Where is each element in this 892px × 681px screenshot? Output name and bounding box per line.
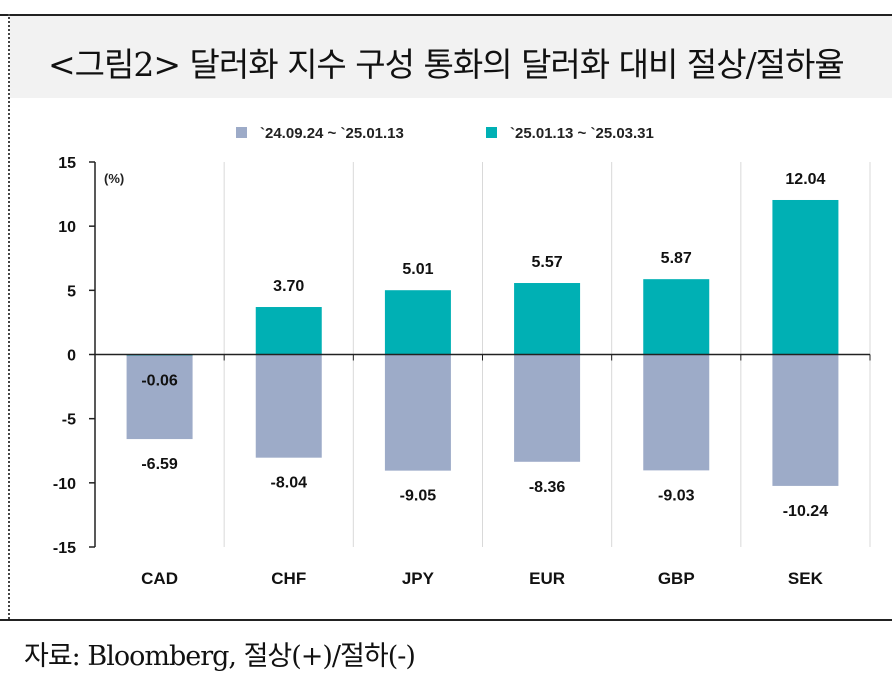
x-tick-label-sek: SEK [788, 569, 824, 588]
value-label-sek-series2: 12.04 [785, 171, 825, 188]
legend-label-1: `24.09.24 ~ `25.01.13 [260, 125, 404, 142]
y-tick-label: 0 [67, 348, 76, 365]
title-bar [10, 16, 892, 98]
x-tick-label-gbp: GBP [658, 569, 695, 588]
value-label-eur-series1: -8.36 [529, 479, 566, 496]
bar-gbp-series2 [643, 279, 710, 355]
legend-swatch-1 [236, 127, 247, 138]
frame-top-border [0, 14, 892, 16]
y-tick-label: -5 [62, 412, 76, 429]
value-label-jpy-series2: 5.01 [402, 261, 433, 278]
value-label-chf-series1: -8.04 [271, 475, 308, 492]
y-tick-label: -10 [53, 476, 76, 493]
value-label-chf-series2: 3.70 [273, 278, 304, 295]
value-label-gbp-series2: 5.87 [661, 250, 692, 267]
y-axis-unit-label: (%) [104, 171, 124, 186]
y-tick-label: -15 [53, 540, 76, 557]
value-label-cad-series2: -0.06 [141, 373, 178, 390]
value-label-jpy-series1: -9.05 [400, 488, 437, 505]
bar-jpy-series2 [384, 290, 451, 355]
x-tick-label-jpy: JPY [402, 569, 435, 588]
bar-eur-series1 [514, 354, 581, 462]
y-tick-label: 15 [58, 155, 76, 172]
y-tick-label: 5 [67, 283, 76, 300]
y-tick-label: 10 [58, 219, 76, 236]
x-tick-label-cad: CAD [141, 569, 178, 588]
value-labels: -6.59 -0.06 -8.04 3.70 -9.05 5.01 -8.36 5.57 -9.… [141, 171, 828, 520]
x-tick-label-chf: CHF [271, 569, 306, 588]
bar-chf-series1 [255, 354, 322, 458]
legend-swatch-2 [486, 127, 497, 138]
source-note: 자료: Bloomberg, 절상(+)/절하(-) [24, 641, 416, 672]
bars [126, 199, 839, 486]
bar-sek-series1 [772, 354, 839, 486]
bar-cad-series1 [126, 354, 193, 440]
bar-chf-series2 [255, 307, 322, 355]
value-label-eur-series2: 5.57 [532, 254, 563, 271]
value-label-sek-series1: -10.24 [783, 503, 828, 520]
frame-left-dotted-border [8, 14, 10, 619]
bar-eur-series2 [514, 283, 581, 355]
bar-jpy-series1 [384, 354, 451, 471]
bar-chart: `24.09.24 ~ `25.01.13 `25.01.13 ~ `25.03.… [53, 125, 871, 588]
axes: (%) CAD CHF JPY EUR GBP SEK 15 10 5 0 -5 -10 -15 [53, 155, 871, 588]
legend: `24.09.24 ~ `25.01.13 `25.01.13 ~ `25.03.… [236, 125, 654, 142]
figure-title: <그림2> 달러화 지수 구성 통화의 달러화 대비 절상/절하율 [48, 45, 845, 84]
legend-label-2: `25.01.13 ~ `25.03.31 [510, 125, 654, 142]
x-tick-label-eur: EUR [529, 569, 565, 588]
frame-bottom-border [0, 619, 892, 621]
bar-gbp-series1 [643, 354, 710, 471]
bar-sek-series2 [772, 199, 839, 355]
value-label-gbp-series1: -9.03 [658, 487, 695, 504]
value-label-cad-series1: -6.59 [141, 456, 178, 473]
